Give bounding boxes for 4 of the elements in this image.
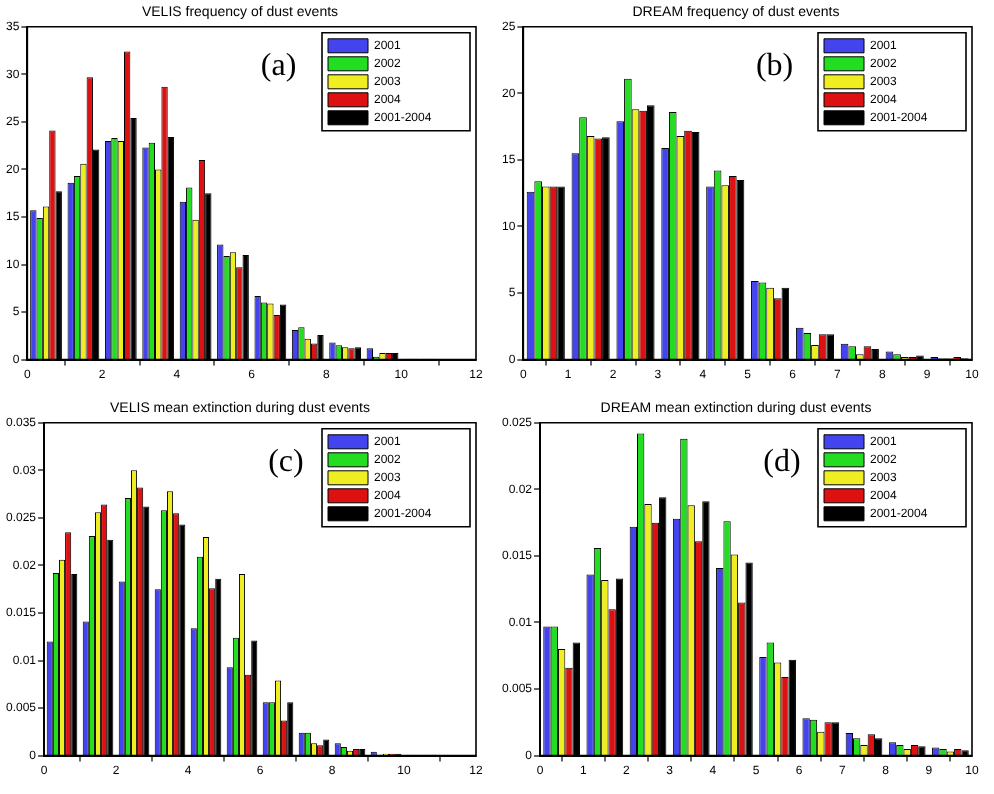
annotation: (b): [755, 49, 794, 84]
annotation: (c): [268, 445, 304, 480]
annotation: (d): [763, 445, 801, 480]
annotation: (a): [260, 49, 297, 84]
